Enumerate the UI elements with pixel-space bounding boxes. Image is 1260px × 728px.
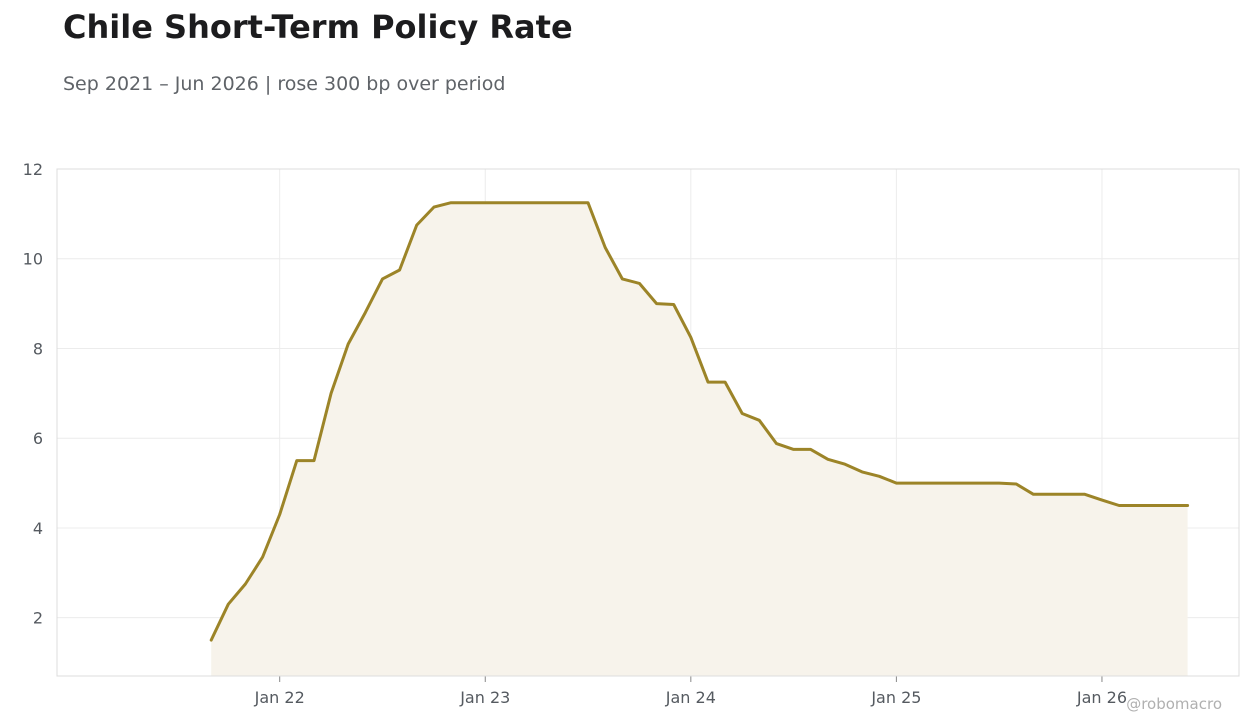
y-tick-label: 8 xyxy=(33,339,43,358)
y-tick-label: 12 xyxy=(23,160,43,179)
plot-frame xyxy=(56,168,1240,677)
chart-title: Chile Short-Term Policy Rate xyxy=(63,8,573,46)
y-tick-label: 2 xyxy=(33,609,43,628)
x-tick-label: Jan 25 xyxy=(870,688,921,707)
chart-subtitle: Sep 2021 – Jun 2026 | rose 300 bp over p… xyxy=(63,73,506,95)
series-area xyxy=(211,202,1188,676)
watermark: @robomacro xyxy=(1126,695,1222,713)
x-tick-label: Jan 24 xyxy=(665,688,716,707)
y-tick-label: 10 xyxy=(23,250,43,269)
y-tick-label: 4 xyxy=(33,519,43,538)
x-tick-label: Jan 26 xyxy=(1076,688,1127,707)
x-tick-label: Jan 23 xyxy=(459,688,510,707)
series-line xyxy=(209,201,1190,642)
y-tick-label: 6 xyxy=(33,429,43,448)
x-tick-label: Jan 22 xyxy=(254,688,305,707)
